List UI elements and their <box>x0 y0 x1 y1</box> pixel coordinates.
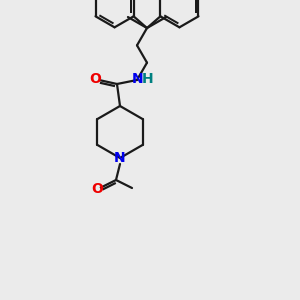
Text: O: O <box>91 182 103 196</box>
Text: O: O <box>89 72 101 86</box>
Text: N: N <box>132 72 144 86</box>
Text: N: N <box>114 151 126 165</box>
Text: H: H <box>142 72 154 86</box>
